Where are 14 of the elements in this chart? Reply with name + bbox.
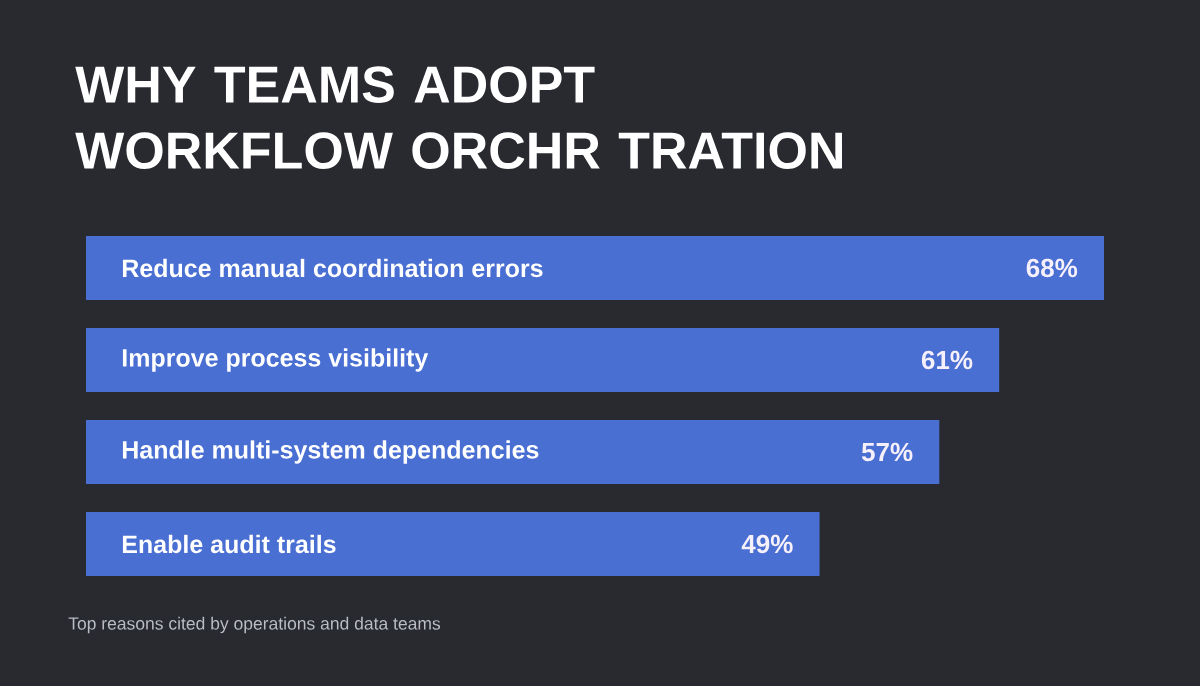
y-tick-label: Enable audit trails	[122, 534, 336, 554]
text: Top reasons cited by operations and data teams	[68, 616, 441, 634]
bar	[86, 328, 1000, 392]
data-label: 57%	[861, 442, 913, 462]
bar	[86, 236, 1104, 300]
chart-title: WHY TEAMS ADOPT WORKFLOW ORCHR TRATION	[75, 66, 842, 170]
bar	[86, 512, 820, 576]
data-label: 68%	[1026, 258, 1078, 278]
data-label: 61%	[921, 350, 973, 370]
y-tick-label: Handle multi-system dependencies	[122, 440, 539, 464]
bar	[86, 420, 940, 484]
data-label: 49%	[741, 534, 793, 554]
y-tick-label: Improve process visibility	[122, 348, 429, 372]
y-tick-label: Reduce manual coordination errors	[122, 258, 543, 278]
